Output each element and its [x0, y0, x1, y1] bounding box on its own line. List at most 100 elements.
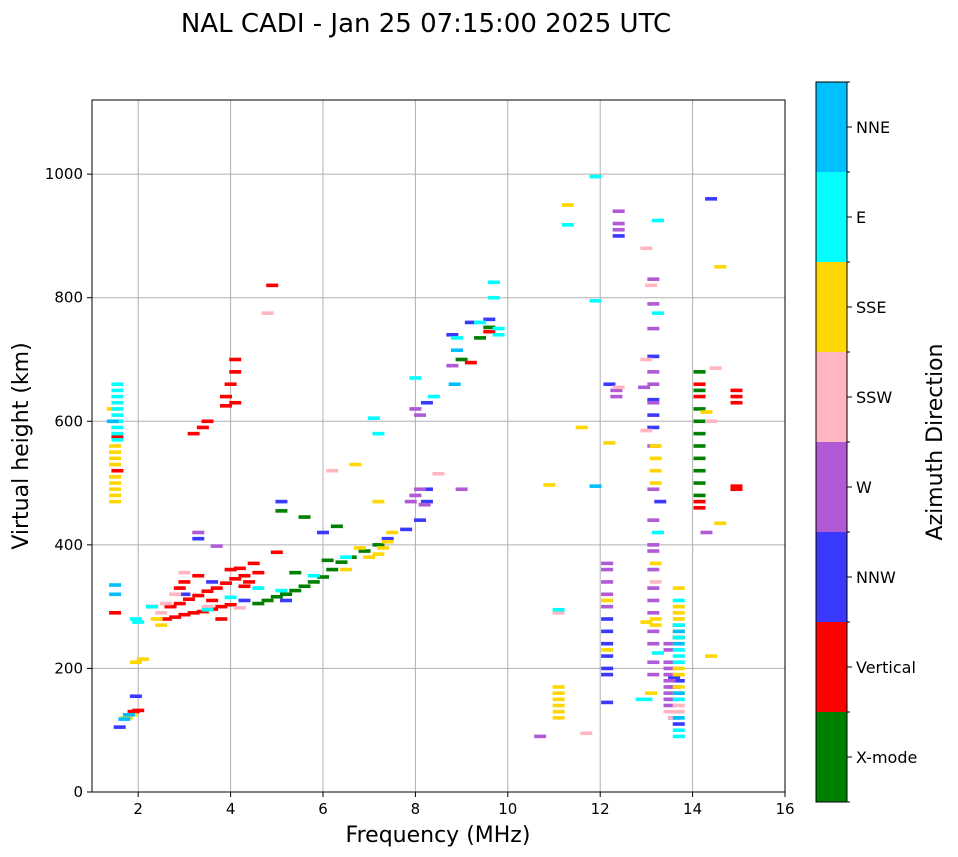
data-point [647, 326, 660, 331]
data-point [219, 581, 232, 585]
data-point [464, 360, 477, 365]
plot-frame [91, 99, 786, 793]
series-vertical [109, 283, 743, 714]
colorbar-tick-label: SSW [856, 388, 892, 407]
x-tick-label: 16 [775, 800, 794, 818]
data-point [663, 666, 676, 671]
data-point [663, 691, 676, 695]
data-point [261, 598, 274, 603]
data-point [647, 543, 660, 547]
data-point [372, 431, 385, 436]
data-point [647, 567, 660, 572]
data-point [672, 716, 685, 720]
data-point [414, 487, 427, 492]
data-point [663, 672, 676, 677]
data-point [307, 580, 320, 584]
data-point [668, 675, 681, 680]
data-point [446, 332, 459, 337]
data-point [693, 481, 706, 485]
data-point [289, 570, 302, 575]
data-point [492, 332, 505, 337]
data-point [651, 218, 664, 223]
data-point [649, 444, 662, 448]
colorbar-tick-label: W [856, 478, 872, 497]
data-point [169, 615, 182, 619]
x-tick-label: 10 [498, 800, 517, 818]
data-point [474, 336, 487, 340]
data-point [224, 382, 237, 387]
data-point [601, 592, 614, 597]
data-point [580, 731, 593, 736]
x-axis-ticks: 2 4 6 8 10 12 14 16 [133, 792, 795, 818]
y-tick-label: 800 [54, 289, 83, 307]
data-point [647, 487, 660, 492]
data-point [640, 620, 653, 624]
data-point [693, 444, 706, 448]
data-point [136, 657, 149, 661]
data-point [340, 555, 353, 560]
data-point [109, 462, 122, 467]
data-point [693, 419, 706, 424]
data-point [672, 611, 685, 615]
data-point [275, 499, 288, 504]
data-point [349, 462, 362, 467]
data-point [612, 385, 625, 390]
y-tick-label: 0 [73, 783, 83, 801]
data-point [111, 438, 124, 442]
x-tick-label: 14 [683, 800, 702, 818]
data-point [192, 573, 205, 578]
series-sse [106, 203, 727, 720]
data-point [111, 407, 124, 411]
data-point [730, 484, 743, 488]
data-point [298, 515, 311, 519]
data-point [649, 580, 662, 584]
data-point [663, 641, 676, 646]
data-point [647, 549, 660, 553]
data-point [672, 722, 685, 726]
data-point [111, 382, 124, 387]
data-point [601, 567, 614, 572]
data-point [647, 598, 660, 603]
data-point [132, 620, 145, 624]
data-point [649, 481, 662, 485]
data-point [448, 382, 461, 387]
data-point [647, 277, 660, 281]
data-point [693, 382, 706, 387]
data-point [367, 416, 380, 420]
colorbar-segment [816, 532, 847, 622]
data-point [109, 456, 122, 461]
data-point [647, 425, 660, 430]
data-point [693, 456, 706, 461]
data-point [651, 311, 664, 315]
data-point [252, 586, 265, 590]
data-point [111, 468, 124, 473]
data-point [610, 388, 623, 393]
data-point [714, 521, 727, 526]
data-point [450, 348, 463, 353]
data-point [487, 280, 500, 285]
data-point [534, 734, 547, 739]
data-point [601, 580, 614, 584]
data-point [113, 725, 126, 729]
data-point [693, 388, 706, 393]
data-point [730, 400, 743, 405]
data-point [700, 530, 713, 535]
data-point [372, 552, 385, 556]
data-point [243, 580, 256, 584]
colorbar-tick-label: NNE [856, 118, 890, 137]
data-point [552, 685, 565, 689]
data-point [427, 394, 440, 399]
data-point [705, 654, 718, 658]
data-point [601, 648, 614, 652]
data-point [610, 394, 623, 399]
data-point [192, 530, 205, 535]
data-point [663, 703, 676, 708]
data-point [601, 641, 614, 646]
data-point [146, 604, 159, 609]
data-point [647, 382, 660, 387]
data-point [381, 539, 394, 544]
data-point [647, 660, 660, 665]
data-point [672, 709, 685, 714]
data-point [111, 394, 124, 399]
data-point [672, 586, 685, 590]
